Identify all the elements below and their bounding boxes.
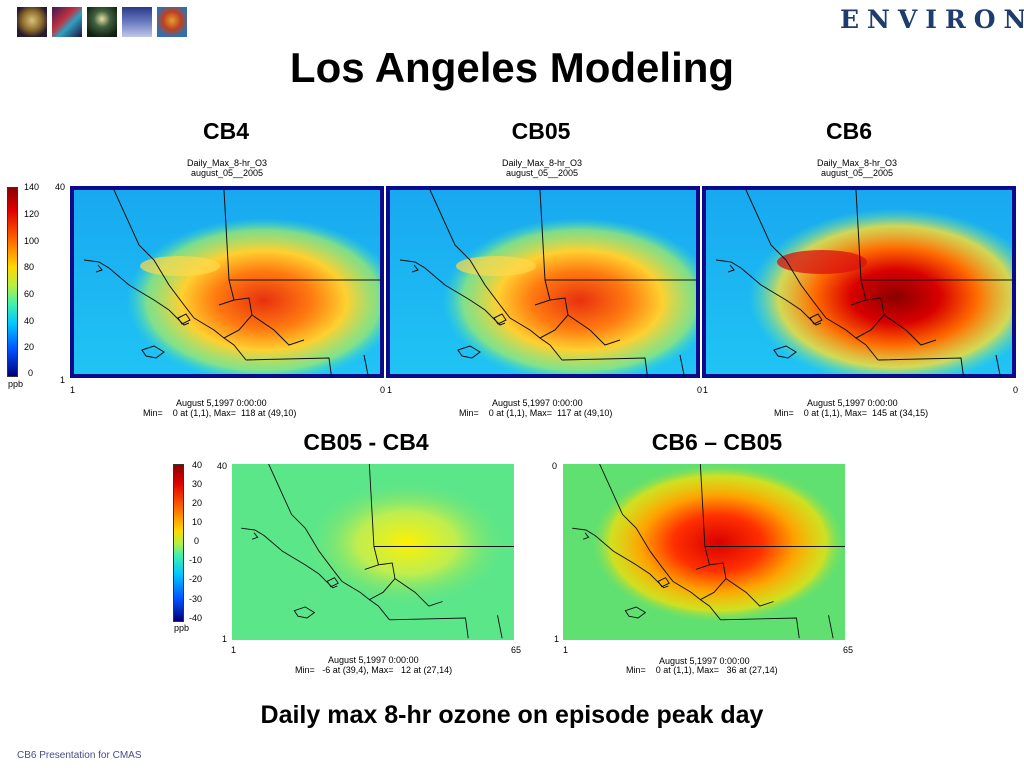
panel-label-cb6-minus-cb05: CB6 – CB05 bbox=[651, 429, 783, 455]
plot-title-line-2: august_05__2005 bbox=[505, 168, 579, 178]
colorbar-tick: 100 bbox=[24, 236, 40, 246]
stats-cb6-minus-cb05: Min= 0 at (1,1), Max= 36 at (27,14) bbox=[626, 665, 778, 675]
colorbar-tick: 0 bbox=[28, 368, 34, 378]
axis-x-left: 1 bbox=[231, 645, 237, 655]
axis-x-right: 0 bbox=[697, 385, 703, 395]
colorbar-tick: -30 bbox=[189, 594, 203, 604]
axis-y-bottom: 1 bbox=[60, 375, 66, 385]
plot-title-line-1: Daily_Max_8-hr_O3 bbox=[816, 158, 898, 168]
globe-thumbnail bbox=[17, 7, 47, 37]
axis-y-top: 40 bbox=[217, 461, 228, 471]
map-cb05 bbox=[386, 186, 700, 378]
colorbar-tick: 60 bbox=[24, 289, 35, 299]
colorbar-tick: 120 bbox=[24, 209, 40, 219]
colorbar-tick: 40 bbox=[24, 316, 35, 326]
axis-y-top: 40 bbox=[55, 182, 66, 192]
plot-title-line-1: Daily_Max_8-hr_O3 bbox=[501, 158, 583, 168]
stats-cb4: Min= 0 at (1,1), Max= 118 at (49,10) bbox=[143, 408, 297, 418]
ship-thumbnail bbox=[122, 7, 152, 37]
ozone-colorbar bbox=[7, 187, 18, 377]
panel-label-cb05: CB05 bbox=[511, 118, 571, 144]
colorbar-tick: 20 bbox=[24, 342, 35, 352]
figure-caption: Daily max 8-hr ozone on episode peak day bbox=[260, 701, 764, 729]
footer-text: CB6 Presentation for CMAS bbox=[17, 750, 142, 761]
panel-label-cb4: CB4 bbox=[202, 118, 249, 144]
environ-logo: ENVIRON bbox=[840, 5, 1024, 34]
colorbar-tick: 140 bbox=[24, 182, 40, 192]
date-cb6: August 5,1997 0:00:00 bbox=[807, 398, 898, 408]
map-cb4 bbox=[70, 186, 384, 378]
axis-y-bottom: 1 bbox=[222, 634, 228, 644]
colorbar-tick: 80 bbox=[24, 262, 35, 272]
colorbar-tick: 30 bbox=[192, 479, 203, 489]
plot-title-line-2: august_05__2005 bbox=[190, 168, 264, 178]
axis-x-right: 0 bbox=[380, 385, 386, 395]
date-cb4: August 5,1997 0:00:00 bbox=[176, 398, 267, 408]
colorbar-tick: -40 bbox=[189, 613, 203, 623]
axis-x-left: 1 bbox=[70, 385, 76, 395]
axis-y-top: 0 bbox=[552, 461, 558, 471]
stats-cb05-minus-cb4: Min= -6 at (39,4), Max= 12 at (27,14) bbox=[295, 665, 453, 675]
map-cb05-minus-cb4 bbox=[232, 464, 514, 640]
plot-title-cb4: Daily_Max_8-hr_O3 august_05__2005 bbox=[77, 158, 377, 178]
colorbar-tick: 10 bbox=[192, 517, 203, 527]
colorbar-unit: ppb bbox=[8, 379, 24, 389]
colorbar-tick: 40 bbox=[192, 460, 203, 470]
date-cb05-minus-cb4: August 5,1997 0:00:00 bbox=[328, 655, 419, 665]
dna-thumbnail bbox=[52, 7, 82, 37]
difference-colorbar bbox=[173, 464, 184, 622]
colorbar-tick: 0 bbox=[194, 536, 200, 546]
lamp-thumbnail bbox=[87, 7, 117, 37]
date-cb05: August 5,1997 0:00:00 bbox=[492, 398, 583, 408]
plot-title-line-1: Daily_Max_8-hr_O3 bbox=[186, 158, 268, 168]
map-cb6 bbox=[702, 186, 1016, 378]
axis-x-right: 65 bbox=[511, 645, 522, 655]
plot-title-line-2: august_05__2005 bbox=[820, 168, 894, 178]
plot-title-cb6: Daily_Max_8-hr_O3 august_05__2005 bbox=[707, 158, 1007, 178]
colorbar-unit: ppb bbox=[174, 623, 190, 633]
panel-label-cb05-minus-cb4: CB05 - CB4 bbox=[303, 429, 429, 455]
axis-x-right: 0 bbox=[1013, 385, 1019, 395]
colorbar-tick: -10 bbox=[189, 555, 203, 565]
colorbar-tick: 20 bbox=[192, 498, 203, 508]
axis-x-left: 1 bbox=[703, 385, 709, 395]
axis-x-left: 1 bbox=[563, 645, 569, 655]
date-cb6-minus-cb05: August 5,1997 0:00:00 bbox=[659, 656, 750, 666]
axis-x-left: 1 bbox=[387, 385, 393, 395]
stats-cb6: Min= 0 at (1,1), Max= 145 at (34,15) bbox=[774, 408, 929, 418]
axis-y-bottom: 1 bbox=[554, 634, 560, 644]
map-cb6-minus-cb05 bbox=[563, 464, 845, 640]
stats-cb05: Min= 0 at (1,1), Max= 117 at (49,10) bbox=[459, 408, 613, 418]
axis-x-right: 65 bbox=[843, 645, 854, 655]
page-title: Los Angeles Modeling bbox=[289, 44, 735, 91]
plot-title-cb05: Daily_Max_8-hr_O3 august_05__2005 bbox=[392, 158, 692, 178]
balloon-thumbnail bbox=[157, 7, 187, 37]
colorbar-tick: -20 bbox=[189, 574, 203, 584]
panel-label-cb6: CB6 bbox=[825, 118, 872, 144]
